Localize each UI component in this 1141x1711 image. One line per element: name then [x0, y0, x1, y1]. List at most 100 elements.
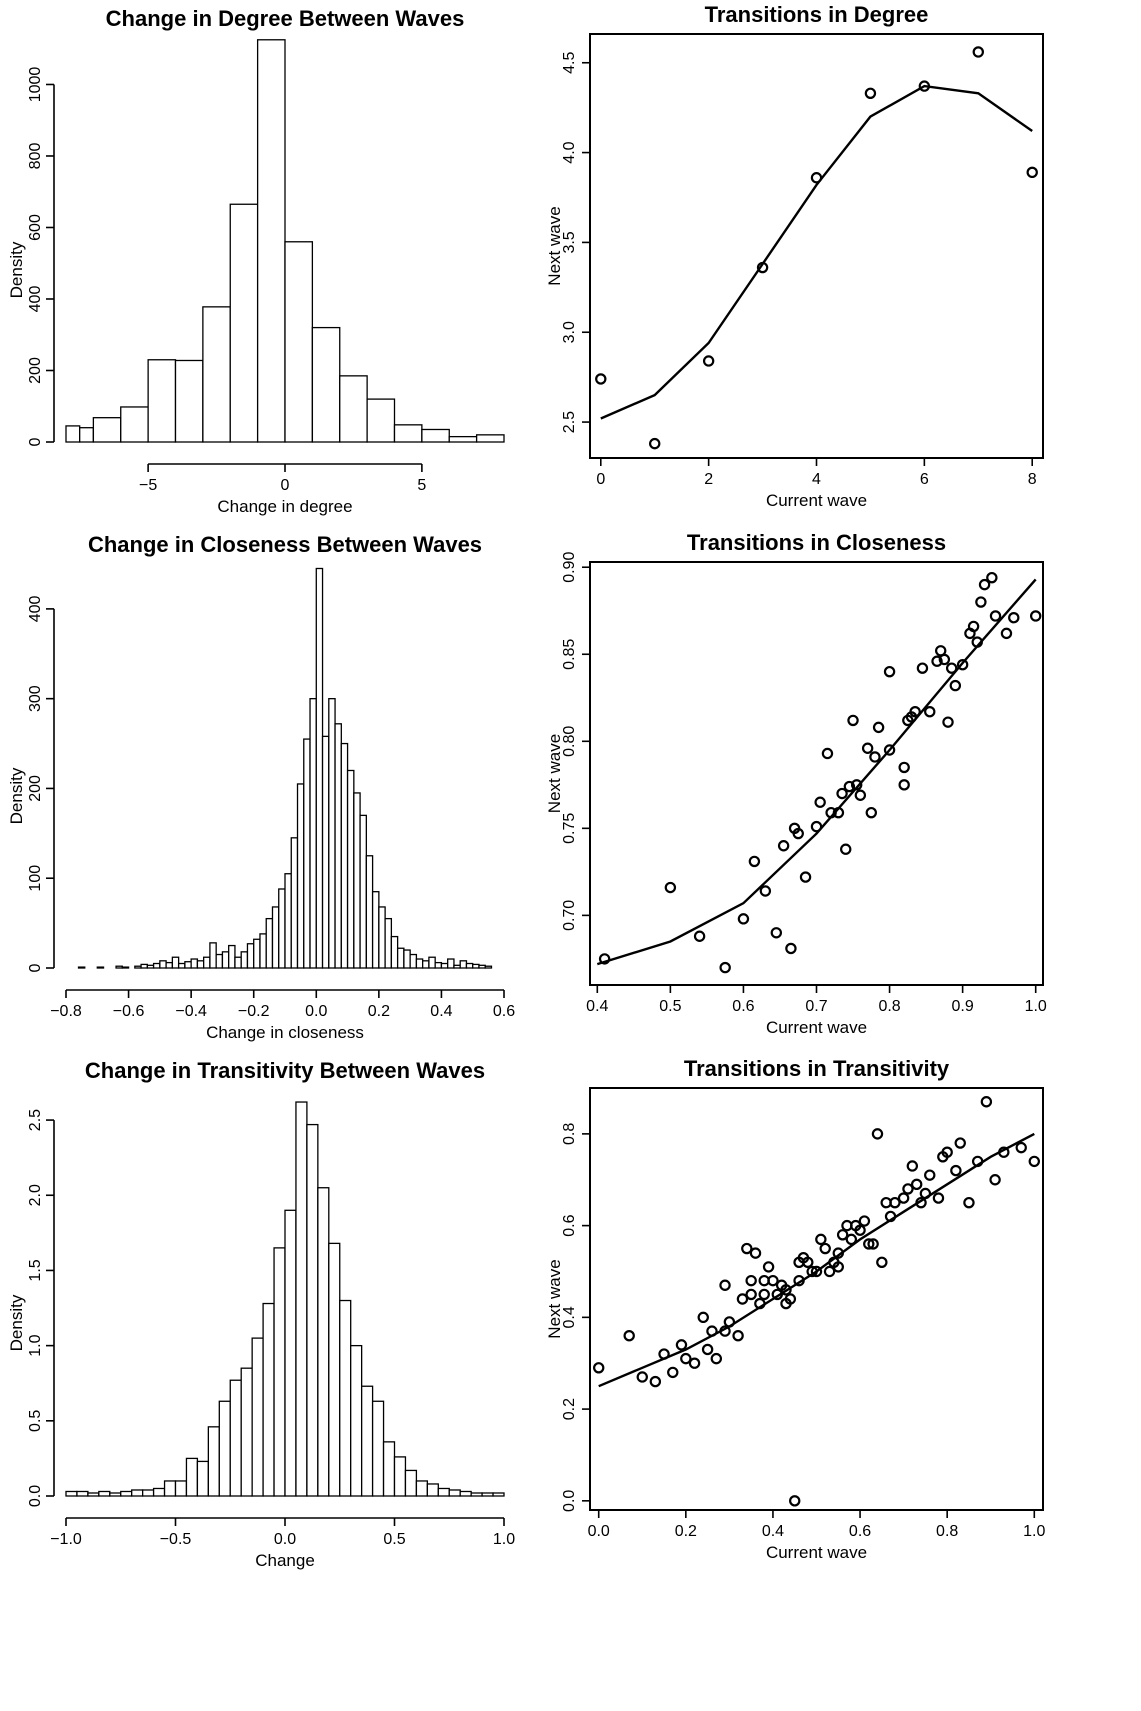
- x-axis-label: Change: [255, 1551, 315, 1570]
- x-tick-label: 0.5: [659, 998, 681, 1015]
- histogram-bar: [196, 960, 205, 969]
- data-point: [998, 1146, 1010, 1158]
- data-point: [745, 1274, 757, 1287]
- histogram-bar: [203, 956, 211, 969]
- data-point: [845, 1233, 858, 1246]
- histogram-bar: [221, 951, 230, 969]
- x-tick-label: 2: [704, 471, 713, 488]
- histogram-bar: [196, 1460, 209, 1497]
- histogram-bar: [98, 1490, 111, 1497]
- x-tick-label: 0.0: [305, 1003, 327, 1020]
- y-axis-label: Density: [7, 767, 26, 824]
- histogram-bar: [246, 943, 255, 969]
- data-point: [975, 596, 987, 608]
- y-tick-label: 2.5: [27, 1109, 44, 1131]
- histogram-bar: [390, 935, 399, 969]
- data-point: [889, 1196, 901, 1209]
- data-point: [1015, 1141, 1027, 1154]
- transitivity-histogram-chart: Change in Transitivity Between Waves −1.0…: [7, 1058, 515, 1570]
- x-tick-label: −1.0: [50, 1531, 82, 1548]
- histogram-bar: [96, 966, 105, 969]
- histogram-bar: [120, 1490, 133, 1497]
- histogram-bar: [284, 241, 314, 443]
- data-point: [758, 1288, 770, 1301]
- panel-degree-histogram: Change in Degree Between Waves −5 0 5 0 200 40…: [0, 0, 570, 526]
- plot-frame: [589, 33, 1044, 459]
- histogram-bar: [159, 960, 167, 969]
- x-tick-label: 0.0: [274, 1531, 296, 1548]
- y-tick-label: 0.2: [561, 1398, 578, 1420]
- y-axis-label: Density: [7, 1294, 26, 1351]
- x-tick-label: 0.0: [588, 1523, 610, 1540]
- x-tick-label: −0.8: [50, 1003, 82, 1020]
- histogram-bar: [393, 1456, 407, 1497]
- data-point: [697, 1311, 709, 1324]
- data-point: [938, 653, 951, 666]
- x-axis-label: Current wave: [766, 491, 867, 510]
- data-point: [971, 636, 983, 648]
- x-tick-label: 4: [812, 471, 821, 488]
- histogram-bar: [92, 417, 122, 443]
- histogram-bar: [365, 855, 374, 969]
- y-tick-label: 200: [27, 775, 44, 802]
- data-point: [932, 1192, 945, 1204]
- data-point: [598, 953, 611, 965]
- data-point: [756, 261, 769, 274]
- histogram-bar: [79, 427, 95, 443]
- data-point: [832, 806, 845, 819]
- histogram-bar: [459, 960, 468, 969]
- data-point: [836, 1229, 849, 1241]
- y-axis-label: Density: [7, 241, 26, 298]
- data-point: [963, 1196, 975, 1209]
- data-point: [819, 1242, 831, 1255]
- histogram-bar: [426, 1483, 439, 1497]
- histogram-bar: [366, 398, 396, 443]
- x-tick-label: 0.8: [936, 1523, 958, 1540]
- data-point: [701, 1343, 714, 1356]
- data-point: [784, 1293, 797, 1305]
- y-tick-label: 0.80: [561, 726, 578, 757]
- histogram-bar: [470, 1492, 483, 1497]
- data-point: [989, 1174, 1001, 1186]
- x-tick-label: 8: [1028, 471, 1037, 488]
- data-point: [861, 742, 874, 754]
- histogram-bar: [393, 424, 423, 443]
- data-point: [871, 1128, 884, 1140]
- x-tick-label: 0.4: [586, 998, 608, 1015]
- y-tick-label: 2.5: [561, 411, 578, 433]
- data-point: [771, 1288, 783, 1301]
- data-point: [876, 1256, 888, 1269]
- chart-title: Transitions in Closeness: [687, 530, 946, 555]
- y-axis-label: Next wave: [545, 1259, 564, 1338]
- data-point: [1000, 627, 1013, 640]
- histogram-bar: [76, 1490, 89, 1497]
- data-point: [832, 1261, 844, 1273]
- histogram-bar: [256, 39, 286, 443]
- data-point: [780, 1284, 792, 1296]
- x-tick-label: 0: [281, 477, 290, 494]
- data-point: [706, 1325, 718, 1337]
- data-point: [667, 1366, 679, 1379]
- data-point: [869, 751, 881, 763]
- x-tick-label: −0.6: [113, 1003, 145, 1020]
- x-tick-label: 0.2: [368, 1003, 390, 1020]
- data-point: [942, 716, 954, 728]
- histogram-bar: [360, 1385, 374, 1497]
- data-point: [865, 806, 877, 819]
- histogram-bar: [437, 1487, 450, 1497]
- histogram-bar: [296, 783, 305, 969]
- histogram-bar: [472, 963, 480, 969]
- data-point: [980, 1096, 993, 1108]
- histogram-bar: [459, 1490, 472, 1497]
- histogram-bar: [229, 1379, 242, 1497]
- data-point: [954, 1137, 966, 1149]
- x-tick-label: 1.0: [1023, 1523, 1045, 1540]
- histogram-bar: [146, 964, 155, 969]
- x-tick-label: −0.5: [160, 1531, 192, 1548]
- data-point: [821, 747, 834, 760]
- histogram-bar: [174, 1480, 188, 1497]
- histogram-bar: [207, 1426, 220, 1497]
- x-tick-label: 0.7: [805, 998, 827, 1015]
- histogram-bar: [284, 1209, 297, 1497]
